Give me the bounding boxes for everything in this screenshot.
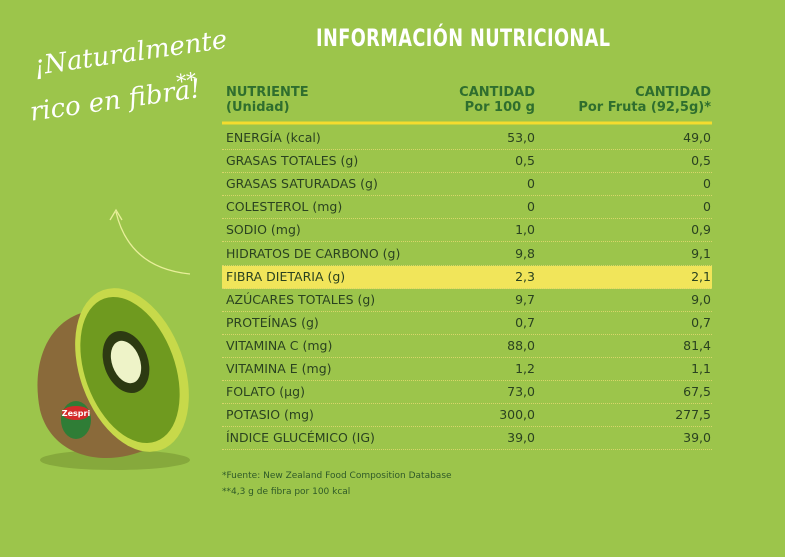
footnote: **4,3 g de fibra por 100 kcal [222, 487, 351, 497]
value-cell: 49,0 [683, 130, 711, 145]
value-cell: 9,8 [515, 245, 535, 261]
value-cell: 73,0 [507, 384, 535, 400]
table-row [222, 243, 712, 266]
nutrient-cell: FOLATO (µg) [226, 384, 305, 400]
nutrient-cell: ENERGÍA (kcal) [226, 130, 321, 145]
value-cell: 39,0 [683, 430, 711, 446]
kiwi-sticker-band [62, 406, 90, 420]
table-row [222, 289, 712, 312]
table-row [222, 127, 712, 150]
header-cell: (Unidad) [226, 100, 290, 115]
table-row [222, 150, 712, 174]
value-cell: 0,5 [515, 153, 535, 169]
value-cell: 277,5 [675, 407, 711, 423]
value-cell: 67,5 [683, 384, 711, 400]
title: INFORMACIÓN NUTRICIONAL [316, 24, 611, 52]
table-row [222, 358, 712, 381]
value-cell: 9,7 [515, 291, 535, 307]
nutrient-cell: POTASIO (mg) [226, 407, 314, 423]
table-row [222, 219, 712, 243]
header-cell: Por 100 g [464, 100, 535, 115]
table-row [222, 173, 712, 197]
value-cell: 0,5 [691, 153, 711, 169]
value-cell: 0,7 [691, 314, 711, 330]
nutrient-cell: HIDRATOS DE CARBONO (g) [226, 245, 401, 261]
value-cell: 1,2 [515, 361, 535, 376]
value-cell: 81,4 [683, 337, 711, 353]
nutrient-cell: ÍNDICE GLUCÉMICO (IG) [226, 430, 375, 446]
nutrient-cell: SODIO (mg) [226, 222, 301, 238]
nutrient-cell: PROTEÍNAS (g) [226, 314, 319, 330]
value-cell: 88,0 [507, 337, 535, 353]
value-cell: 1,0 [515, 222, 535, 238]
table-row [222, 265, 712, 289]
nutrient-cell: COLESTEROL (mg) [226, 199, 343, 215]
table-row [222, 404, 712, 428]
kiwi-core [110, 340, 142, 384]
header-cell: CANTIDAD [635, 85, 711, 100]
table-row [222, 335, 712, 358]
value-cell: 300,0 [499, 407, 535, 423]
footnote: *Fuente: New Zealand Food Composition Da… [222, 471, 452, 481]
value-cell: 9,0 [691, 291, 711, 307]
value-cell: 0 [703, 176, 711, 192]
nutrient-cell: GRASAS SATURADAS (g) [226, 176, 378, 192]
value-cell: 39,0 [507, 430, 535, 446]
table-row [222, 381, 712, 405]
kiwi-label: Zespri [62, 409, 91, 418]
value-cell: 2,3 [515, 268, 535, 284]
value-cell: 0,9 [691, 222, 711, 238]
nutrient-cell: FIBRA DIETARIA (g) [226, 268, 346, 284]
shadow [40, 450, 190, 470]
header-cell: Por Fruta (92,5g)* [578, 100, 711, 115]
header-cell: CANTIDAD [459, 85, 535, 100]
nutrient-cell: AZÚCARES TOTALES (g) [226, 291, 376, 307]
value-cell: 0 [527, 199, 535, 215]
value-cell: 2,1 [691, 268, 711, 284]
table-row [222, 196, 712, 220]
arrow [115, 211, 191, 275]
nutrient-cell: VITAMINA E (mg) [226, 361, 332, 376]
nutrient-cell: VITAMINA C (mg) [226, 337, 333, 353]
arrow-head [109, 208, 123, 221]
value-cell: 1,1 [691, 361, 711, 376]
table-row [222, 312, 712, 335]
nutrient-cell: GRASAS TOTALES (g) [226, 153, 359, 169]
value-cell: 0 [703, 199, 711, 215]
value-cell: 9,1 [691, 245, 711, 261]
table-row [222, 427, 712, 451]
header-cell: NUTRIENTE [226, 85, 309, 100]
value-cell: 0 [527, 176, 535, 192]
value-cell: 53,0 [507, 130, 535, 145]
value-cell: 0,7 [515, 314, 535, 330]
